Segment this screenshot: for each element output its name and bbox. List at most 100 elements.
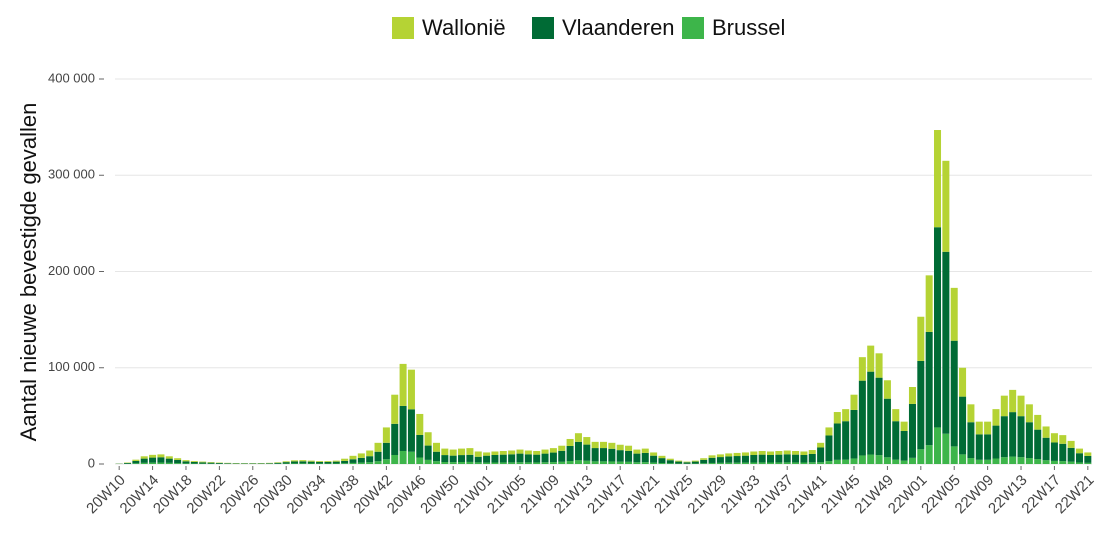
bar-segment bbox=[132, 459, 140, 461]
bar-segment bbox=[466, 454, 474, 462]
bar-segment bbox=[483, 455, 491, 463]
bar-segment bbox=[374, 442, 382, 452]
bar-segment bbox=[967, 458, 975, 464]
bar-segment bbox=[641, 462, 649, 464]
bar-segment bbox=[474, 456, 482, 463]
bar-segment bbox=[1034, 414, 1042, 430]
bar-segment bbox=[199, 461, 207, 463]
bar-segment bbox=[182, 461, 190, 464]
bar-segment bbox=[499, 462, 507, 464]
bar-segment bbox=[533, 462, 541, 464]
bar-segment bbox=[407, 409, 415, 452]
bar-segment bbox=[1084, 455, 1092, 463]
bar-segment bbox=[574, 433, 582, 442]
bar-segment bbox=[792, 451, 800, 455]
bar-segment bbox=[491, 462, 499, 464]
bar-segment bbox=[741, 462, 749, 464]
bar-segment bbox=[1075, 462, 1083, 464]
bar-segment bbox=[458, 455, 466, 462]
bar-segment bbox=[666, 458, 674, 461]
bar-segment bbox=[357, 462, 365, 464]
bar-segment bbox=[432, 442, 440, 452]
bar-segment bbox=[391, 454, 399, 464]
bar-segment bbox=[625, 450, 633, 462]
bar-segment bbox=[658, 458, 666, 464]
bar-segment bbox=[1050, 433, 1058, 443]
bar-segment bbox=[157, 462, 165, 464]
bar-segment bbox=[775, 454, 783, 463]
bar-segment bbox=[633, 453, 641, 463]
bar-segment bbox=[817, 447, 825, 463]
bar-segment bbox=[165, 462, 173, 464]
bar-segment bbox=[190, 461, 198, 464]
bar-segment bbox=[842, 421, 850, 460]
bar-segment bbox=[942, 433, 950, 464]
bar-segment bbox=[483, 462, 491, 464]
bar-segment bbox=[591, 448, 599, 462]
bar-segment bbox=[867, 345, 875, 372]
bar-segment bbox=[1000, 416, 1008, 458]
bar-segment bbox=[407, 369, 415, 410]
bar-segment bbox=[650, 462, 658, 464]
bar-segment bbox=[650, 455, 658, 463]
y-tick-label: 300 000 bbox=[48, 167, 95, 182]
bar-segment bbox=[625, 445, 633, 451]
bar-segment bbox=[316, 461, 324, 462]
bar-segment bbox=[959, 454, 967, 464]
bar-segment bbox=[599, 448, 608, 462]
bar-segment bbox=[750, 451, 758, 455]
bar-segment bbox=[833, 423, 841, 460]
bar-segment bbox=[675, 461, 683, 464]
bar-segment bbox=[441, 455, 449, 462]
legend-swatch bbox=[682, 17, 704, 39]
bar-segment bbox=[908, 403, 916, 458]
bar-segment bbox=[658, 463, 666, 464]
bar-segment bbox=[900, 421, 908, 431]
bar-segment bbox=[399, 363, 407, 406]
bar-segment bbox=[725, 453, 733, 457]
bar-segment bbox=[332, 461, 340, 464]
bar-segment bbox=[959, 396, 967, 455]
bar-segment bbox=[783, 450, 791, 455]
bar-segment bbox=[533, 451, 541, 455]
bar-segment bbox=[900, 460, 908, 464]
bar-segment bbox=[725, 462, 733, 464]
bar-segment bbox=[967, 422, 975, 459]
bar-segment bbox=[775, 451, 783, 455]
bar-segment bbox=[458, 461, 466, 464]
legend-label: Brussel bbox=[712, 15, 785, 40]
bar-segment bbox=[975, 421, 983, 435]
bar-segment bbox=[808, 462, 816, 464]
bar-segment bbox=[357, 457, 365, 463]
bar-segment bbox=[616, 461, 624, 464]
bar-segment bbox=[324, 461, 332, 464]
bar-segment bbox=[424, 432, 432, 446]
bar-segment bbox=[165, 456, 173, 459]
bar-segment bbox=[608, 448, 616, 462]
bar-segment bbox=[608, 461, 616, 464]
bar-segment bbox=[842, 459, 850, 464]
bar-segment bbox=[599, 441, 608, 449]
bar-segment bbox=[316, 461, 324, 464]
bar-segment bbox=[1025, 404, 1033, 423]
bar-segment bbox=[349, 455, 357, 460]
bar-segment bbox=[716, 457, 724, 463]
bar-segment bbox=[934, 130, 942, 228]
bar-segment bbox=[950, 287, 958, 341]
bar-segment bbox=[817, 442, 825, 448]
bar-segment bbox=[458, 448, 466, 456]
bar-segment bbox=[574, 460, 582, 464]
bar-segment bbox=[574, 441, 582, 461]
bar-segment bbox=[741, 452, 749, 456]
bar-segment bbox=[182, 463, 190, 464]
bar-segment bbox=[733, 452, 741, 457]
bar-segment bbox=[524, 462, 532, 464]
bar-segment bbox=[800, 462, 808, 464]
bar-segment bbox=[850, 409, 858, 459]
bar-segment bbox=[708, 457, 716, 463]
bar-segment bbox=[792, 462, 800, 464]
bar-segment bbox=[558, 445, 566, 451]
legend: Wallonië Vlaanderen Brussel bbox=[392, 15, 785, 40]
bar-segment bbox=[984, 459, 992, 464]
bar-segment bbox=[633, 462, 641, 464]
